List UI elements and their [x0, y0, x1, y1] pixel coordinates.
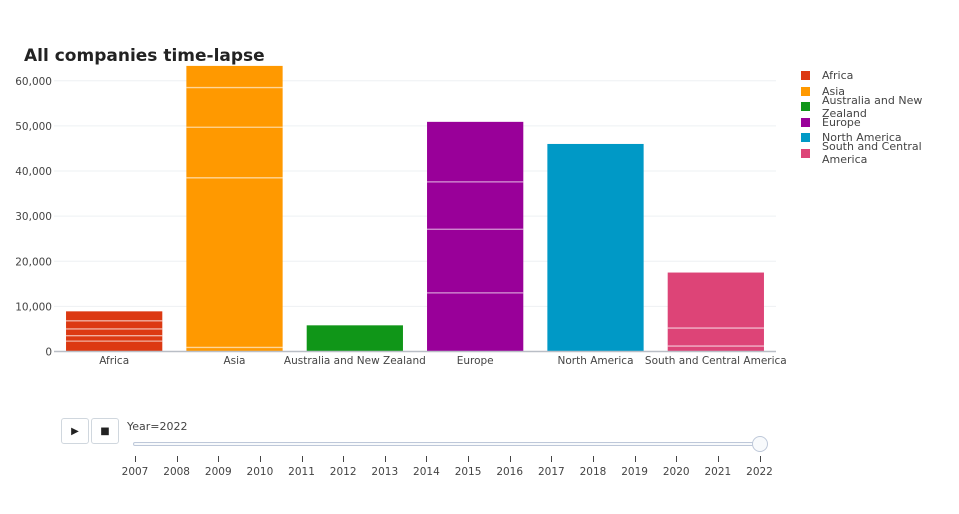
year-tick-label[interactable]: 2022 — [746, 466, 773, 478]
y-tick-label: 20,000 — [15, 256, 52, 268]
x-tick-label: Asia — [223, 355, 245, 367]
year-tick — [426, 456, 428, 462]
year-tick — [634, 456, 636, 462]
year-tick-label[interactable]: 2010 — [246, 466, 274, 478]
year-tick-label[interactable]: 2009 — [204, 466, 232, 478]
legend-item[interactable]: Asia — [801, 84, 959, 100]
y-tick-label: 0 — [45, 347, 52, 359]
legend-item[interactable]: Africa — [801, 68, 959, 84]
x-tick-label: Europe — [457, 355, 494, 367]
slider-current-value: Year=2022 — [127, 420, 188, 433]
legend-label: North America — [822, 131, 902, 145]
legend-item[interactable]: Europe — [801, 115, 959, 131]
bar-australia-and-new-zealand[interactable] — [306, 325, 403, 352]
legend-swatch — [801, 117, 810, 127]
year-tick-label[interactable]: 2020 — [662, 466, 690, 478]
year-tick-label[interactable]: 2008 — [163, 466, 190, 478]
legend-swatch — [801, 71, 810, 81]
bar-africa[interactable] — [66, 311, 163, 352]
bar-north-america[interactable] — [547, 143, 644, 352]
year-tick-label[interactable]: 2013 — [371, 466, 399, 478]
year-tick — [218, 456, 220, 462]
year-tick-label[interactable]: 2012 — [329, 466, 357, 478]
x-tick-label: Australia and New Zealand — [284, 355, 426, 367]
year-tick — [759, 456, 761, 462]
year-tick — [676, 456, 678, 462]
x-tick-label: North America — [557, 355, 633, 367]
x-tick-label: Africa — [99, 355, 129, 367]
bar-chart: 0 10,000 20,000 30,000 40,000 50,000 60,000 Afr… — [15, 65, 787, 367]
year-tick-label[interactable]: 2014 — [413, 466, 440, 478]
year-tick-label[interactable]: 2011 — [288, 466, 315, 478]
play-button[interactable]: ▶ — [61, 418, 89, 444]
year-tick — [384, 456, 386, 462]
year-tick — [717, 456, 719, 462]
legend-label: Australia and New Zealand — [822, 93, 923, 120]
year-tick — [468, 456, 470, 462]
year-tick — [509, 456, 511, 462]
year-tick — [592, 456, 594, 462]
year-slider-handle[interactable] — [751, 436, 768, 452]
legend-swatch — [801, 133, 810, 143]
year-tick-label[interactable]: 2016 — [496, 466, 524, 478]
bar-asia[interactable] — [186, 65, 283, 352]
year-tick-label[interactable]: 2021 — [704, 466, 732, 478]
legend-item[interactable]: Australia and New Zealand — [801, 94, 959, 120]
axes: 0 10,000 20,000 30,000 40,000 50,000 60,000 Afr… — [15, 76, 786, 367]
legend-item[interactable]: South and Central America — [801, 140, 959, 166]
year-tick-label[interactable]: 2018 — [579, 466, 607, 478]
year-tick — [135, 456, 136, 462]
year-slider-track[interactable] — [133, 442, 760, 446]
y-tick-label: 50,000 — [15, 121, 52, 133]
year-tick — [176, 456, 178, 462]
year-tick — [343, 456, 345, 462]
legend-swatch — [801, 148, 810, 158]
year-tick-label[interactable]: 2019 — [621, 466, 648, 478]
year-tick-label[interactable]: 2007 — [121, 466, 149, 478]
bar-south-and-central-america[interactable] — [667, 272, 764, 352]
year-tick-label[interactable]: 2017 — [537, 466, 565, 478]
year-tick — [301, 456, 303, 462]
legend-label: Asia — [822, 84, 846, 98]
gridlines — [54, 80, 776, 307]
y-tick-label: 40,000 — [15, 166, 52, 178]
y-tick-label: 10,000 — [15, 301, 52, 313]
x-tick-label: South and Central America — [645, 355, 787, 367]
legend-item[interactable]: North America — [801, 130, 959, 146]
year-tick — [259, 456, 261, 462]
chart-title: All companies time-lapse — [24, 46, 265, 66]
bars — [66, 65, 764, 352]
y-tick-label: 60,000 — [15, 76, 52, 88]
stop-button[interactable]: ■ — [91, 418, 119, 444]
legend-label: South and Central America — [822, 140, 922, 167]
y-tick-label: 30,000 — [15, 211, 52, 223]
legend-label: Africa — [822, 69, 854, 83]
year-tick — [551, 456, 553, 462]
legend-swatch — [801, 102, 810, 112]
year-tick-label[interactable]: 2015 — [454, 466, 482, 478]
legend: Africa Asia Australia and New Zealand Europ… — [801, 68, 959, 166]
legend-label: Europe — [822, 115, 861, 129]
bar-europe[interactable] — [427, 121, 524, 352]
legend-swatch — [801, 86, 810, 96]
